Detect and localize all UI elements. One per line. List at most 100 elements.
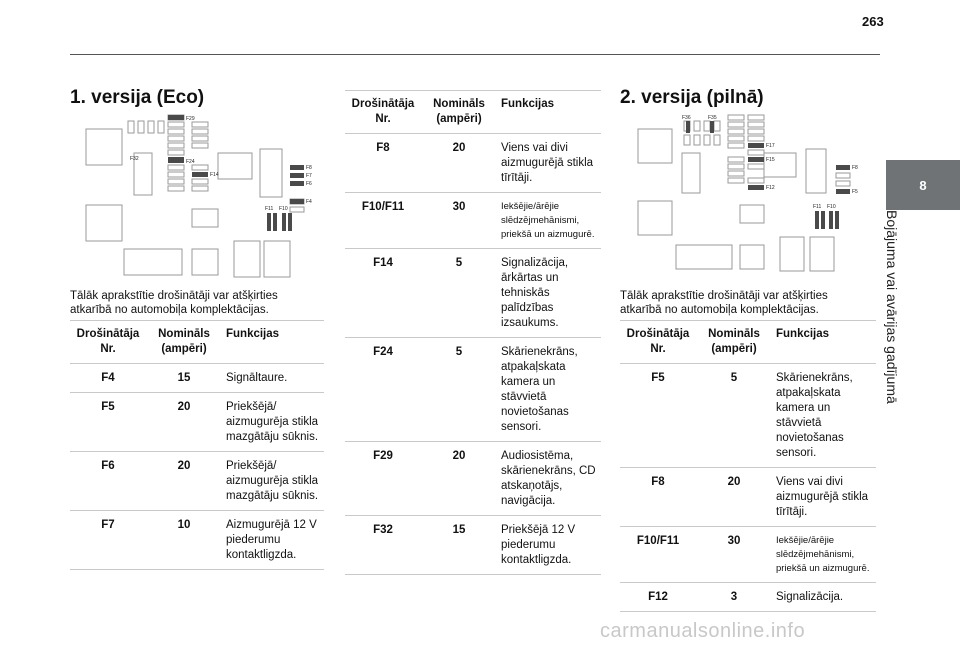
fuse-f10b xyxy=(835,211,839,229)
fuse-number: F8 xyxy=(345,133,421,193)
table-header-row: Drošinātāja Nr. Nomināls (ampēri) Funkci… xyxy=(70,320,324,364)
table-row: F8 20 Viens vai divi aizmugurējā stikla … xyxy=(345,133,601,193)
fuse-number: F14 xyxy=(345,248,421,338)
fuse-function: Signalizācija, ārkārtas un tehniskās pal… xyxy=(497,248,601,338)
fuse-box-diagram-eco: F29 F32 F24 F14 F8 F7 F6 F4 F11 F10 xyxy=(84,113,324,281)
intro-full: Tālāk aprakstītie drošinātāji var atšķir… xyxy=(620,289,870,317)
label-f11: F11 xyxy=(813,204,821,210)
table-header-row: Drošinātāja Nr. Nomināls (ampēri) Funkci… xyxy=(345,90,601,134)
fuse-function: Priekšējā/ aizmugurēja stikla mazgātāju … xyxy=(222,451,324,511)
fuse-rating: 15 xyxy=(421,515,497,575)
chapter-number: 8 xyxy=(919,177,927,193)
table-header-row: Drošinātāja Nr. Nomināls (ampēri) Funkci… xyxy=(620,320,876,364)
label-f15: F15 xyxy=(766,157,775,163)
fuse-number: F7 xyxy=(70,510,146,570)
fuse-f10b xyxy=(288,213,292,231)
fuse-function: Signalizācija. xyxy=(772,582,876,612)
heading-version-full: 2. versija (pilnā) xyxy=(620,87,764,108)
label-f10: F10 xyxy=(827,204,836,210)
header-functions: Funkcijas xyxy=(772,320,876,364)
fuse-rating: 20 xyxy=(146,451,222,511)
fuse-f10a xyxy=(282,213,286,231)
intro-eco-line-2: atkarībā no automobiļa komplektācijas. xyxy=(70,304,269,316)
fuse-number: F5 xyxy=(70,392,146,452)
relay-block xyxy=(133,152,153,196)
label-f32: F32 xyxy=(130,156,139,162)
table-row: F32 15 Priekšējā 12 V piederumu kontaktl… xyxy=(345,515,601,575)
table-row: F14 5 Signalizācija, ārkārtas un tehnisk… xyxy=(345,248,601,338)
fuse-rating: 20 xyxy=(421,441,497,516)
fuse-rating: 10 xyxy=(146,510,222,570)
label-f8: F8 xyxy=(306,165,312,171)
fuse-rating: 3 xyxy=(696,582,772,612)
relay-block xyxy=(637,128,673,164)
fuse-number: F29 xyxy=(345,441,421,516)
table-row: F8 20 Viens vai divi aizmugurējā stikla … xyxy=(620,467,876,527)
header-functions: Funkcijas xyxy=(222,320,324,364)
fuse-f4 xyxy=(290,199,304,204)
header-fuse-number: Drošinātāja Nr. xyxy=(345,90,421,134)
fuse-rating: 20 xyxy=(696,467,772,527)
fuse-function: Viens vai divi aizmugurējā stikla tīrītā… xyxy=(497,133,601,193)
header-functions: Funkcijas xyxy=(497,90,601,134)
fuse-f35 xyxy=(710,121,714,133)
relay-block xyxy=(637,200,673,236)
fuse-f8 xyxy=(836,165,850,170)
fuse-f7 xyxy=(290,173,304,178)
table-row: F5 5 Skārienekrāns, atpakaļskata kamera … xyxy=(620,363,876,468)
chapter-tab[interactable] xyxy=(886,160,960,210)
heading-version-eco: 1. versija (Eco) xyxy=(70,87,205,108)
fuse-box-full-svg: F36 F35 F17 F15 F12 F8 F5 F11 F10 xyxy=(637,114,858,272)
header-fuse-number: Drošinātāja Nr. xyxy=(620,320,696,364)
table-row: F10/F11 30 Iekšējie/ārējie slēdzējmehāni… xyxy=(345,192,601,249)
fuse-function: Priekšējā 12 V piederumu kontaktligzda. xyxy=(497,515,601,575)
label-f5: F5 xyxy=(852,189,858,195)
table-row: F12 3 Signalizācija. xyxy=(620,582,876,612)
fuse-number: F4 xyxy=(70,363,146,393)
fuse-f12 xyxy=(748,185,764,190)
page-number: 263 xyxy=(862,14,884,29)
chapter-title: Bojājuma vai avārijas gadījumā xyxy=(884,210,900,404)
fuse-f17 xyxy=(748,143,764,148)
intro-full-line-1: Tālāk aprakstītie drošinātāji var atšķir… xyxy=(620,290,828,302)
intro-eco-line-1: Tālāk aprakstītie drošinātāji var atšķir… xyxy=(70,290,278,302)
label-f17: F17 xyxy=(766,143,775,149)
table-row: F5 20 Priekšējā/ aizmugurēja stikla mazg… xyxy=(70,392,324,452)
fuse-f11b xyxy=(273,213,277,231)
relay-block xyxy=(263,240,291,278)
watermark: carmanualsonline.info xyxy=(600,620,806,642)
label-f6: F6 xyxy=(306,181,312,187)
header-rating: Nomināls (ampēri) xyxy=(696,320,772,364)
fuse-number: F12 xyxy=(620,582,696,612)
fuse-f36 xyxy=(686,121,690,133)
fuse-f11b xyxy=(821,211,825,229)
fuse-rating: 15 xyxy=(146,363,222,393)
label-f14: F14 xyxy=(210,172,219,178)
fuse-box-diagram-full: F36 F35 F17 F15 F12 F8 F5 F11 F10 xyxy=(636,113,866,273)
fuse-function: Skārienekrāns, atpakaļskata kamera un st… xyxy=(497,337,601,442)
label-f29: F29 xyxy=(186,116,195,122)
fuse-f24 xyxy=(168,158,184,163)
fuse-number: F6 xyxy=(70,451,146,511)
fuse-number: F10/F11 xyxy=(620,526,696,583)
relay-block xyxy=(779,236,805,272)
fuse-function: Signāltaure. xyxy=(222,363,324,393)
fuse-f8 xyxy=(290,165,304,170)
intro-eco: Tālāk aprakstītie drošinātāji var atšķir… xyxy=(70,289,320,317)
fuse-function: Audiosistēma, skārienekrāns, CD atskaņot… xyxy=(497,441,601,516)
fuse-function: Iekšējie/ārējie slēdzējmehānismi, priekš… xyxy=(772,526,876,583)
fuse-number: F32 xyxy=(345,515,421,575)
chapter-title-vertical: Bojājuma vai avārijas gadījumā xyxy=(880,210,940,440)
relay-block xyxy=(217,152,253,180)
label-f24: F24 xyxy=(186,159,195,165)
fuse-box-eco-svg: F29 F32 F24 F14 F8 F7 F6 F4 F11 F10 xyxy=(85,114,312,278)
fuse-rating: 20 xyxy=(146,392,222,452)
label-f8: F8 xyxy=(852,165,858,171)
fuse-table-continued: Drošinātāja Nr. Nomināls (ampēri) Funkci… xyxy=(345,90,601,575)
header-rating: Nomināls (ampēri) xyxy=(421,90,497,134)
relay-block xyxy=(675,244,733,270)
relay-block xyxy=(85,128,123,166)
relay-block xyxy=(233,240,261,278)
label-f4: F4 xyxy=(306,199,312,205)
relay-block xyxy=(739,204,765,224)
